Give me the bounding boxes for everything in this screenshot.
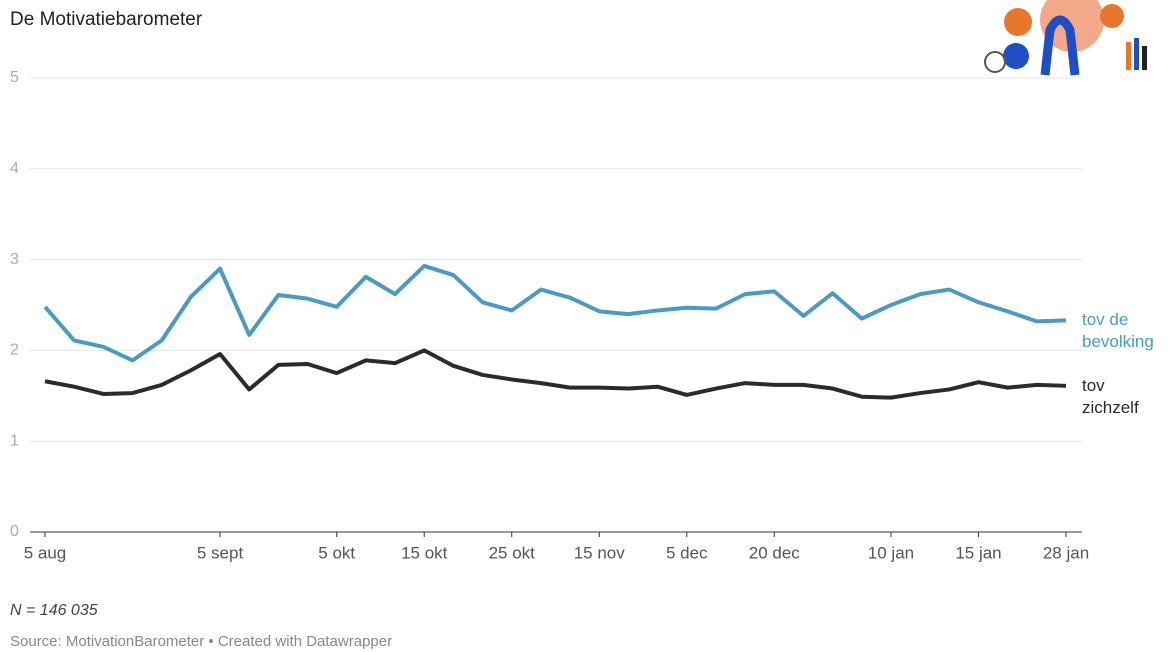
logo (980, 0, 1155, 78)
series-label: tov de bevolking (1082, 310, 1154, 352)
x-tick-label: 5 aug (24, 543, 67, 562)
x-tick-label: 10 jan (868, 543, 914, 562)
series-label: tov zichzelf (1082, 375, 1139, 417)
x-tick-label: 28 jan (1043, 543, 1089, 562)
source: Source: MotivationBarometer • Created wi… (10, 633, 393, 650)
y-tick-label: 2 (10, 342, 19, 359)
x-tick-label: 25 okt (489, 543, 536, 562)
x-tick-label: 5 sept (197, 543, 244, 562)
y-tick-label: 5 (10, 69, 19, 86)
line (43, 263, 1067, 363)
line (44, 348, 1067, 400)
x-tick-label: 20 dec (749, 543, 801, 562)
y-tick-label: 4 (10, 160, 19, 177)
y-tick-label: 1 (10, 432, 19, 449)
y-tick-label: 3 (10, 251, 19, 268)
chart-title: De Motivatiebarometer (10, 9, 203, 30)
x-tick-label: 5 dec (666, 543, 708, 562)
x-tick-label: 5 okt (318, 543, 355, 562)
x-tick-label: 15 okt (401, 543, 448, 562)
x-tick-label: 15 nov (574, 543, 626, 562)
note: N = 146 035 (10, 602, 98, 619)
x-tick-label: 15 jan (955, 543, 1001, 562)
y-tick-label: 0 (10, 523, 19, 540)
